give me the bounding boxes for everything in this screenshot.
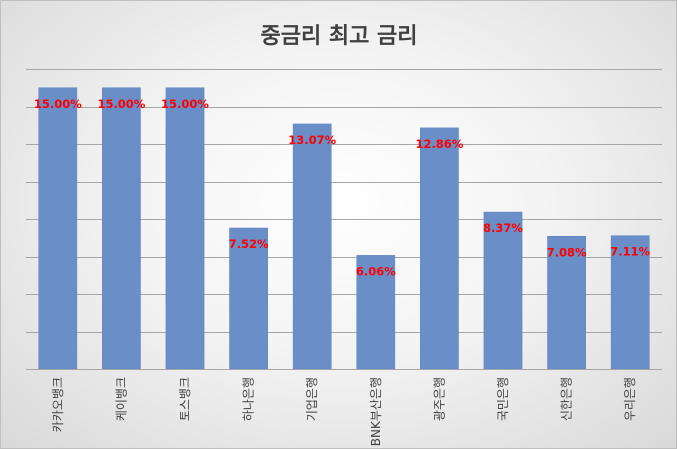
data-label: 15.00% (34, 97, 82, 111)
data-labels: 15.00% 15.00% 15.00% 7.52% 13.07% 6.06% 12.86%… (34, 97, 651, 279)
data-label: 15.00% (161, 97, 209, 111)
bar (483, 211, 523, 370)
data-label: 13.07% (288, 133, 336, 147)
bar (165, 87, 205, 370)
category-labels: 카카오뱅크 케이뱅크 토스뱅크 하나은행 기업은행 BNK부산은행 광주은행 국민은행 신한은행… (51, 377, 637, 446)
data-label: 6.06% (356, 264, 396, 278)
category-label: 하나은행 (241, 377, 256, 421)
data-label: 7.08% (547, 245, 587, 259)
data-label: 8.37% (483, 221, 523, 235)
bar (356, 255, 396, 370)
data-label: 7.52% (229, 237, 269, 251)
category-label: 기업은행 (304, 377, 319, 421)
bar (420, 127, 459, 370)
data-label: 15.00% (97, 97, 145, 111)
bar (38, 87, 78, 370)
data-label: 12.86% (415, 137, 463, 151)
category-label: 토스뱅크 (178, 377, 192, 421)
bar (229, 227, 268, 370)
category-label: BNK부산은행 (368, 377, 383, 446)
data-label: 7.11% (610, 245, 650, 259)
bar (610, 235, 650, 370)
category-label: 국민은행 (495, 377, 510, 421)
bars (38, 87, 650, 370)
category-label: 광주은행 (431, 377, 446, 421)
bar (102, 87, 141, 370)
chart-title: 중금리 최고 금리 (261, 24, 418, 49)
bar (547, 236, 586, 370)
category-label: 카카오뱅크 (51, 377, 65, 432)
bar (292, 123, 332, 370)
category-label: 신한은행 (559, 377, 574, 421)
category-label: 우리은행 (622, 377, 637, 421)
category-label: 케이뱅크 (114, 377, 128, 421)
